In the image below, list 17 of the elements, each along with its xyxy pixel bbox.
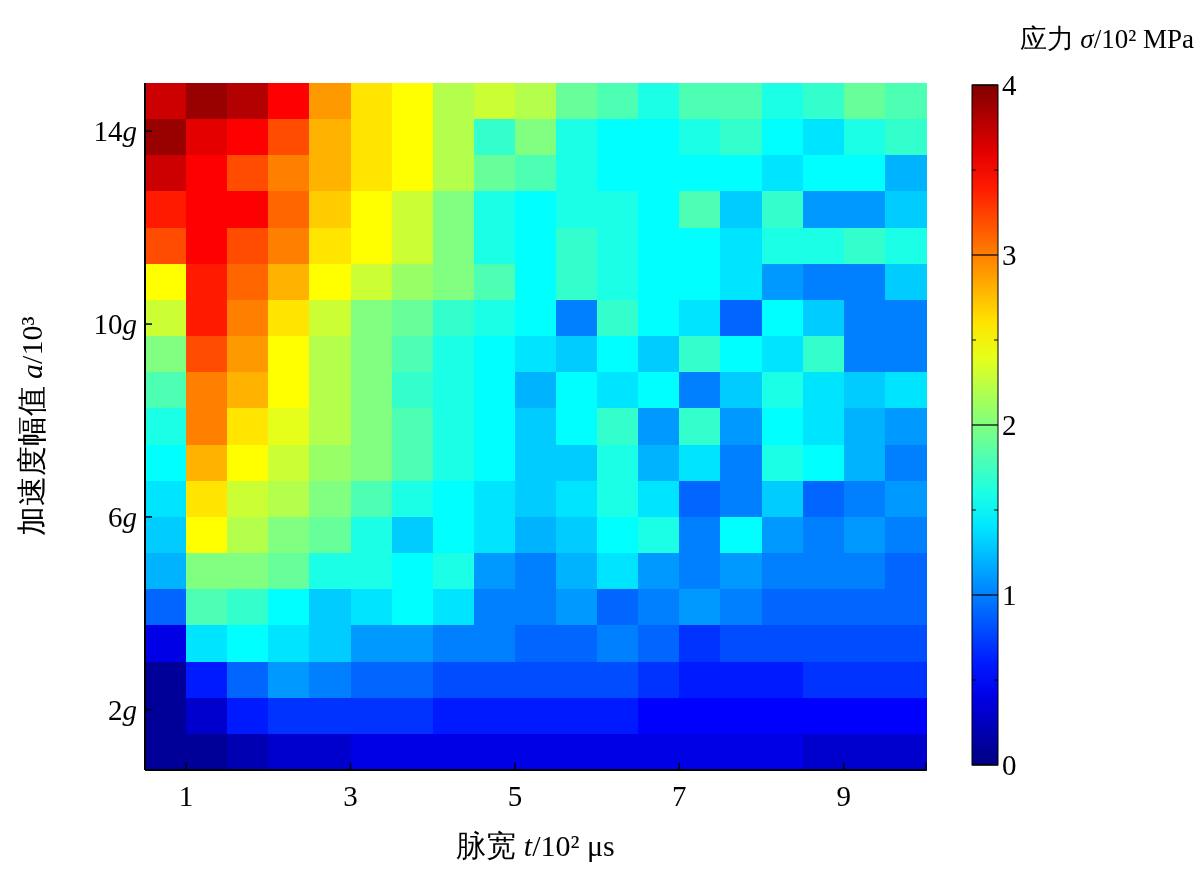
x-tick-label: 3 bbox=[343, 780, 358, 812]
x-tick-label: 9 bbox=[836, 780, 852, 812]
y-axis-title: 加速度幅值 a/10³ bbox=[15, 316, 48, 537]
y-tick-label: 10g bbox=[93, 308, 137, 341]
color-bar-label: 4 bbox=[1002, 69, 1017, 102]
color-bar-label: 3 bbox=[1002, 239, 1017, 272]
color-bar-label: 1 bbox=[1002, 579, 1017, 612]
color-bar-label: 2 bbox=[1002, 409, 1017, 442]
color-bar-title: 应力 σ/10² MPa bbox=[1019, 24, 1195, 54]
y-tick-label: 2g bbox=[108, 693, 137, 726]
y-tick-label: 14g bbox=[93, 115, 137, 148]
x-tick-label: 1 bbox=[178, 780, 194, 812]
x-tick-label: 7 bbox=[672, 780, 687, 812]
y-tick-label: 6g bbox=[108, 501, 137, 534]
color-bar-label: 0 bbox=[1002, 749, 1017, 782]
x-tick-label: 5 bbox=[507, 780, 523, 812]
x-axis-title: 脉宽 t/10² μs bbox=[456, 829, 615, 862]
